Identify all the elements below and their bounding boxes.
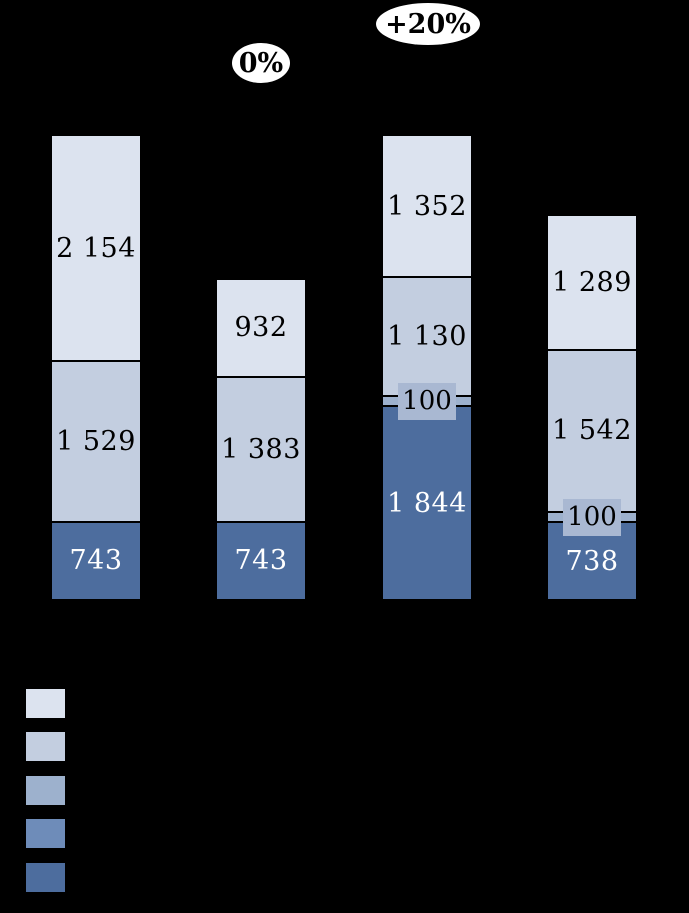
bar-3-segment-series-2-light: 1 130 [382,277,472,396]
annotation-oval-1: 0% [232,43,290,83]
bar-4-segment-series-2-light: 1 542 [547,349,637,512]
legend-swatch-5 [26,862,65,892]
thin-segment-value-label: 100 [563,498,621,536]
bar-2-segment-series-5-dark: 743 [216,521,306,600]
legend-swatch-4 [26,819,65,849]
bar-4-segment-series-1-lightest: 1 289 [547,214,637,350]
annotation-oval-2: +20% [376,3,480,45]
bar-2-segment-series-1-lightest: 932 [216,278,306,377]
bar-1-segment-series-1-lightest: 2 154 [51,135,141,362]
bar-2-segment-series-2-light: 1 383 [216,376,306,522]
legend-swatch-2 [26,732,65,762]
segment-value-label: 932 [234,312,288,344]
bar-1-segment-series-2-light: 1 529 [51,361,141,522]
segment-value-label: 1 383 [221,433,301,465]
segment-value-label: 1 542 [552,415,632,447]
bar-3-segment-series-5-dark: 1 844 [382,406,472,600]
segment-value-label: 1 352 [387,190,467,222]
legend-swatch-1 [26,689,65,718]
segment-value-label: 738 [565,545,619,577]
segment-value-label: 2 154 [56,232,136,264]
legend-swatch-3 [26,775,65,805]
segment-value-label: 1 844 [387,487,467,519]
segment-value-label: 743 [69,545,123,577]
segment-value-label: 1 289 [552,266,632,298]
segment-value-label: 1 130 [387,320,467,352]
bar-3-segment-series-1-lightest: 1 352 [382,135,472,278]
thin-segment-value-label: 100 [398,382,456,420]
bar-1-segment-series-5-dark: 743 [51,521,141,600]
segment-value-label: 743 [234,545,288,577]
segment-value-label: 1 529 [56,426,136,458]
